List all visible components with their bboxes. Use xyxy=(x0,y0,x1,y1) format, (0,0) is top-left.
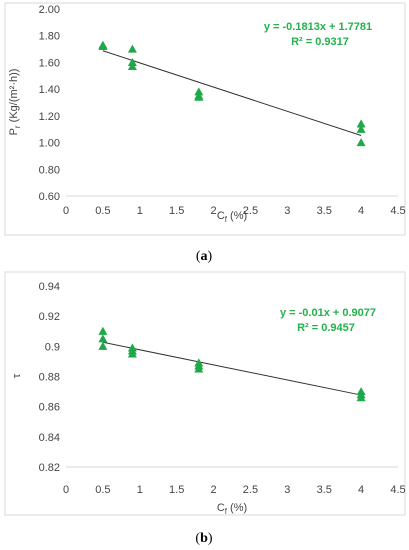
chart-panel-a: 0.60 0.80 1.00 1.20 1.40 1.60 1.80 2.00 0 0.5 1 1.… xyxy=(4,2,406,236)
chart-b-x-tick-label: 1.5 xyxy=(169,484,184,496)
chart-a-y-tick-label: 1.20 xyxy=(39,111,60,123)
chart-b-y-axis-title: τ xyxy=(11,373,23,378)
chart-a-data-point xyxy=(356,138,366,147)
chart-b-data-point xyxy=(98,341,108,350)
chart-a-r-squared: R² = 0.9317 xyxy=(291,36,349,48)
chart-b-data-point xyxy=(194,364,204,373)
chart-a-y-tick-label: 2.00 xyxy=(39,4,60,16)
chart-b-x-tick-labels: 0 0.5 1 1.5 2 2.5 3 3.5 4 4.5 xyxy=(63,484,406,496)
chart-a-data-point xyxy=(356,119,366,128)
panel-label-a: (a) xyxy=(196,249,213,264)
chart-a-x-tick-label: 2 xyxy=(210,205,216,217)
chart-b-x-tick-label: 3.5 xyxy=(317,484,332,496)
chart-a-x-axis-title: Cf (%) xyxy=(217,210,247,224)
chart-a-data-point xyxy=(194,92,204,101)
chart-a-data-point xyxy=(127,61,137,71)
chart-a-x-tick-label: 0.5 xyxy=(95,205,110,217)
chart-a-x-tick-labels: 0 0.5 1 1.5 2 2.5 3 3.5 4 4.5 xyxy=(63,205,406,217)
panel-label-b: (b) xyxy=(195,531,212,546)
chart-a-x-tick-label: 4.5 xyxy=(390,205,405,217)
chart-a-y-tick-label: 1.40 xyxy=(39,84,60,96)
chart-b-x-tick-label: 1 xyxy=(137,484,143,496)
chart-b-y-tick-label: 0.86 xyxy=(39,402,60,414)
chart-b-x-tick-label: 2 xyxy=(210,484,216,496)
chart-b-x-tick-label: 4 xyxy=(358,484,364,496)
chart-a-x-tick-label: 4 xyxy=(358,205,364,217)
chart-b-trendline-equation: y = -0.01x + 0.9077 xyxy=(280,307,376,319)
chart-b-data-point xyxy=(98,326,108,335)
chart-a-x-tick-label: 2.5 xyxy=(243,205,258,217)
chart-b-x-tick-label: 0.5 xyxy=(95,484,110,496)
chart-b-x-tick-label: 3 xyxy=(284,484,290,496)
chart-b-data-point xyxy=(127,349,137,358)
chart-b-border xyxy=(4,271,406,516)
chart-b-x-tick-label: 2.5 xyxy=(243,484,258,496)
chart-b-data-point xyxy=(98,334,108,343)
chart-b-y-tick-label: 0.94 xyxy=(39,281,60,293)
chart-b-data-point xyxy=(356,393,366,402)
chart-a-x-tick-label: 1.5 xyxy=(169,205,184,217)
chart-a-y-tick-label: 1.00 xyxy=(39,138,60,150)
chart-b-y-tick-label: 0.88 xyxy=(39,372,60,384)
chart-b-x-tick-label: 0 xyxy=(63,484,69,496)
chart-a-y-tick-labels: 0.60 0.80 1.00 1.20 1.40 1.60 1.80 2.00 xyxy=(39,4,60,203)
chart-a-x-tick-label: 3 xyxy=(284,205,290,217)
chart-panel-b: 0.82 0.84 0.86 0.88 0.9 0.92 0.94 0 0.5 1 1.5 2 2.5… xyxy=(4,271,406,516)
chart-b-x-axis-title: Cf (%) xyxy=(217,502,247,516)
chart-b-y-tick-labels: 0.82 0.84 0.86 0.88 0.9 0.92 0.94 xyxy=(39,281,60,474)
chart-a-marks xyxy=(98,40,366,147)
chart-a-trendline xyxy=(102,50,362,136)
chart-a-y-tick-label: 1.80 xyxy=(39,31,60,43)
chart-a-y-tick-label: 0.80 xyxy=(39,164,60,176)
chart-b-y-tick-label: 0.84 xyxy=(39,432,60,444)
chart-a-y-axis-title: Pr (Kg/(m²·h)) xyxy=(8,69,22,136)
chart-a-x-tick-label: 1 xyxy=(137,205,143,217)
chart-a-data-point xyxy=(356,124,366,133)
chart-a-trendline-equation: y = -0.1813x + 1.7781 xyxy=(264,21,372,33)
chart-b-y-tick-label: 0.9 xyxy=(45,341,60,353)
chart-a-data-point xyxy=(127,44,137,53)
chart-a-x-tick-label: 3.5 xyxy=(317,205,332,217)
chart-a-y-tick-label: 0.60 xyxy=(39,191,60,203)
chart-b-y-tick-label: 0.92 xyxy=(39,311,60,323)
chart-b-y-tick-label: 0.82 xyxy=(39,462,60,474)
chart-b-marks xyxy=(98,326,366,402)
chart-b-r-squared: R² = 0.9457 xyxy=(297,322,355,334)
chart-b-x-tick-label: 4.5 xyxy=(390,484,405,496)
chart-a-x-tick-label: 0 xyxy=(63,205,69,217)
chart-a-data-point xyxy=(98,41,108,50)
chart-b-trendline xyxy=(102,341,362,396)
chart-a-y-tick-label: 1.60 xyxy=(39,57,60,69)
